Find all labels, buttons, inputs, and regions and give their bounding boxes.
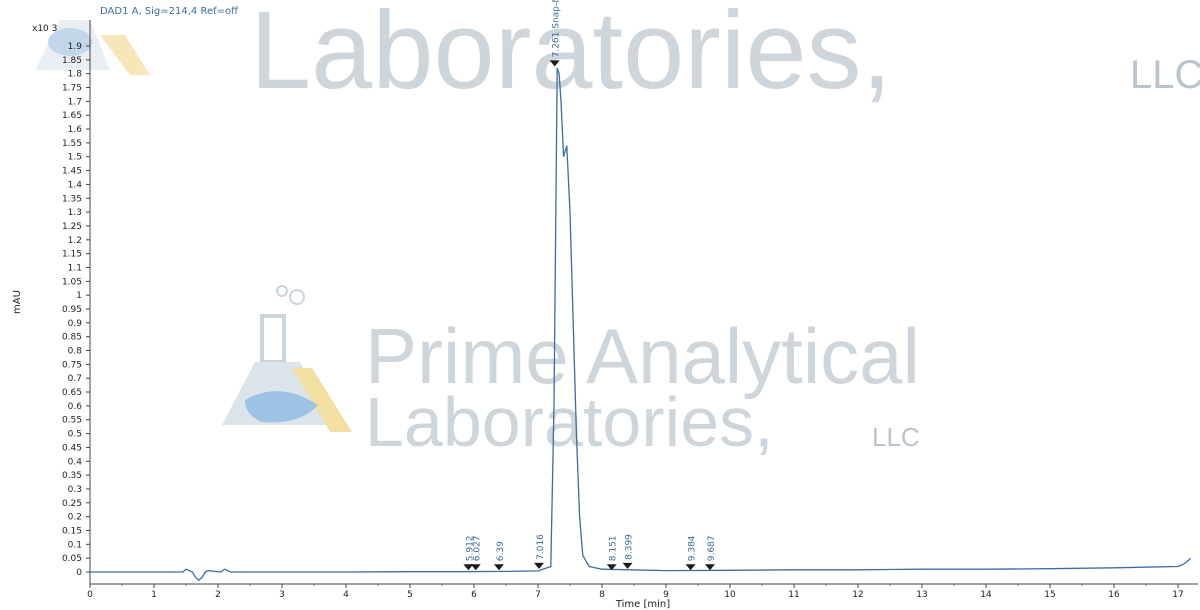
watermark: Laboratories, LLC Prime Analytical Labor… [35, 0, 1200, 461]
peak-marker [470, 564, 481, 571]
x-tick-label: 5 [407, 590, 413, 600]
y-tick-label: 0.3 [68, 485, 82, 495]
x-tick-label: 10 [724, 590, 736, 600]
y-tick-label: 0.65 [62, 388, 82, 398]
peak-label: 6.027 [473, 535, 483, 561]
watermark-line2: Laboratories, [365, 383, 774, 461]
peak-marker [704, 564, 715, 571]
y-tick-label: 0.4 [68, 457, 83, 467]
y-tick-label: 1.55 [62, 139, 82, 149]
x-tick-label: 13 [916, 590, 927, 600]
y-tick-label: 1.45 [62, 167, 82, 177]
peak-marker [534, 562, 545, 569]
y-tick-label: 0.9 [68, 319, 83, 329]
peak-marker [463, 564, 474, 571]
y-tick-label: 0.75 [62, 360, 82, 370]
y-tick-label: 0.5 [68, 430, 82, 440]
peak-label: 7.016 [536, 534, 546, 560]
y-tick-label: 0.95 [62, 305, 82, 315]
x-tick-label: 2 [215, 590, 221, 600]
x-tick-label: 11 [788, 590, 799, 600]
watermark-top-text: Laboratories, [250, 0, 892, 112]
y-tick-label: 1.15 [62, 250, 82, 260]
y-tick-label: 1.9 [68, 42, 83, 52]
peak-label: 8.151 [609, 535, 619, 561]
x-tick-label: 15 [1044, 590, 1055, 600]
x-tick-label: 4 [343, 590, 349, 600]
x-tick-label: 7 [535, 590, 541, 600]
x-tick-label: 16 [1108, 590, 1120, 600]
y-tick-label: 0.2 [68, 513, 82, 523]
y-tick-label: 1.8 [68, 70, 83, 80]
x-tick-label: 14 [980, 590, 992, 600]
plot-axes [89, 20, 1198, 585]
y-tick-label: 0.25 [62, 499, 82, 509]
peak-marker [622, 562, 633, 569]
peak-marker [685, 564, 696, 571]
y-tick-label: 0.1 [68, 540, 82, 550]
watermark-line1: Prime Analytical [365, 312, 920, 400]
y-tick-label: 1.85 [62, 56, 82, 66]
x-tick-label: 17 [1172, 590, 1183, 600]
y-tick-label: 0.85 [62, 333, 82, 343]
peak-marker [549, 60, 560, 67]
y-tick-label: 1.1 [68, 263, 82, 273]
y-tick-label: 0.15 [62, 526, 82, 536]
y-axis-title: mAU [12, 290, 23, 314]
x-axis-ticks: 0 1 2 3 4 5 6 7 8 9 10 11 12 13 14 15 16 17 [87, 584, 1184, 600]
y-tick-label: 0.05 [62, 554, 82, 564]
y-tick-label: 0 [76, 568, 82, 578]
peak-label: 8.399 [625, 534, 635, 560]
peak-label: 9.687 [707, 535, 717, 561]
y-tick-label: 1.2 [68, 236, 82, 246]
y-tick-label: 0.7 [68, 374, 82, 384]
y-tick-label: 1.35 [62, 194, 82, 204]
y-tick-label: 0.8 [68, 347, 83, 357]
peak-label: 5.912 [465, 535, 475, 561]
y-tick-label: 0.35 [62, 471, 82, 481]
x-tick-label: 1 [151, 590, 157, 600]
y-multiplier-label: x10 3 [32, 24, 57, 34]
watermark-top-logo [35, 20, 150, 75]
y-tick-label: 1.5 [68, 153, 82, 163]
y-tick-label: 0.55 [62, 416, 82, 426]
peak-label: 9.384 [688, 535, 698, 561]
y-tick-label: 1.7 [68, 97, 82, 107]
peak-label: 6.39 [496, 541, 506, 561]
x-tick-label: 6 [471, 590, 477, 600]
x-axis-title: Time [min] [615, 599, 670, 610]
x-tick-label: 9 [663, 590, 669, 600]
chart-title: DAD1 A, Sig=214,4 Ref=off [100, 6, 239, 17]
series-line-0 [90, 67, 1192, 582]
y-tick-label: 1.65 [62, 111, 82, 121]
flask-logo-icon [222, 285, 352, 432]
peak-marker [493, 564, 504, 571]
x-tick-label: 12 [852, 590, 863, 600]
x-tick-label: 3 [279, 590, 285, 600]
y-tick-label: 1.3 [68, 208, 82, 218]
y-tick-label: 1.25 [62, 222, 82, 232]
y-tick-label: 1.6 [68, 125, 83, 135]
peak-label: 7.261 Snap-8 [552, 0, 562, 57]
chromatogram-trace [90, 67, 1192, 582]
x-tick-label: 0 [87, 590, 93, 600]
y-tick-label: 1.4 [68, 180, 83, 190]
watermark-top-suffix: LLC [1130, 53, 1200, 97]
y-tick-label: 1.05 [62, 277, 82, 287]
y-tick-label: 0.6 [68, 402, 83, 412]
y-tick-label: 0.45 [62, 443, 82, 453]
y-tick-label: 1 [76, 291, 82, 301]
x-tick-label: 8 [599, 590, 605, 600]
y-tick-label: 1.75 [62, 84, 82, 94]
peak-marker [606, 564, 617, 571]
y-axis-ticks: 0 0.05 0.1 0.15 0.2 0.25 0.3 0.35 0.4 0.45 0.5 0.55… [62, 42, 90, 578]
watermark-suffix: LLC [872, 422, 920, 452]
